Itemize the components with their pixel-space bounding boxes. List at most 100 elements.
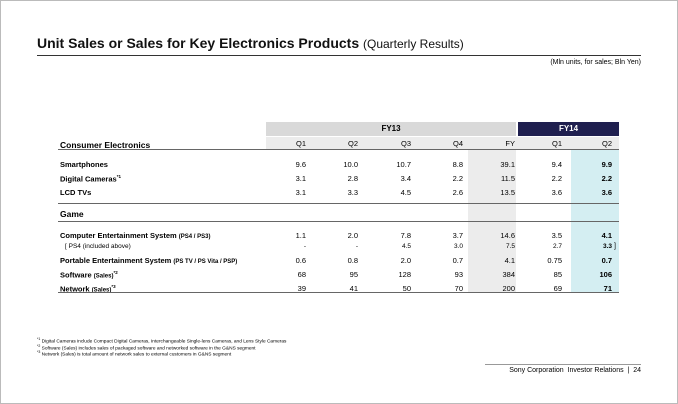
- row-label: Smartphones: [60, 160, 108, 169]
- row-label-text: Network: [60, 284, 90, 294]
- units-note: (Mln units, for sales; Bln Yen): [550, 59, 641, 66]
- cell: 0.75: [547, 256, 562, 265]
- footnote-text: Network (Sales) is total amount of netwo…: [41, 352, 232, 358]
- cell: 106: [599, 270, 612, 279]
- cell: 39.1: [500, 160, 515, 169]
- footnote-mark: *3: [37, 350, 41, 354]
- row-label-text: Portable Entertainment System: [60, 256, 172, 265]
- cell: 0.7: [601, 256, 612, 265]
- cell: 95: [349, 270, 358, 279]
- column-header: Q1: [551, 139, 562, 148]
- cell: 14.6: [500, 231, 515, 240]
- footnote: *1 Digital Cameras include Compact Digit…: [37, 337, 286, 345]
- header-rule: [58, 149, 619, 150]
- row-label-text: [ PS4 (included above): [65, 243, 131, 250]
- footnote: *3 Network (Sales) is total amount of ne…: [37, 350, 231, 358]
- column-header-band: [266, 137, 619, 149]
- cell: 69: [553, 284, 562, 293]
- footnote-text: Software (Sales) includes sales of packa…: [41, 346, 256, 352]
- row-close: ]: [614, 243, 616, 250]
- title-block: Unit Sales or Sales for Key Electronics …: [37, 35, 464, 51]
- cell: 10.0: [343, 160, 358, 169]
- cell: 2.6: [452, 188, 463, 197]
- cell: 128: [398, 270, 411, 279]
- row-qualifier: (PS4 / PS3): [178, 234, 211, 240]
- cell: 3.6: [601, 188, 612, 197]
- section-rule: [58, 203, 619, 204]
- cell: 7.5: [505, 243, 515, 250]
- column-header: Q4: [452, 139, 463, 148]
- title: Unit Sales or Sales for Key Electronics …: [37, 35, 360, 51]
- footer: Sony Corporation Investor Relations | 24: [509, 367, 641, 374]
- cell: 4.5: [401, 243, 411, 250]
- row-label: Computer Entertainment System (PS4 / PS3…: [60, 231, 210, 240]
- cell: 384: [502, 270, 515, 279]
- fy13-band: [266, 122, 516, 136]
- cell: 3.1: [295, 188, 306, 197]
- footnote: *2 Software (Sales) includes sales of pa…: [37, 344, 256, 352]
- cell: 71: [603, 284, 612, 293]
- cell: 200: [502, 284, 515, 293]
- fy14-band: [518, 122, 619, 136]
- page-number: 24: [633, 367, 641, 374]
- row-qualifier: (PS TV / PS Vita / PSP): [173, 259, 238, 265]
- cell: 11.5: [500, 174, 515, 183]
- department: Investor Relations: [567, 367, 624, 374]
- cell: 4.1: [601, 231, 612, 240]
- cell: 3.4: [400, 174, 411, 183]
- cell: 7.8: [400, 231, 411, 240]
- row-label: LCD TVs: [60, 188, 91, 197]
- section-rule: [58, 221, 619, 222]
- row-label: Software (Sales)*2: [60, 270, 118, 280]
- cell: 41: [349, 284, 358, 293]
- column-header: Q3: [400, 139, 411, 148]
- column-header: Q2: [601, 139, 612, 148]
- column-header: Q1: [295, 139, 306, 148]
- row-label-text: LCD TVs: [60, 188, 92, 197]
- cell: 50: [402, 284, 411, 293]
- company: Sony Corporation: [509, 367, 564, 374]
- row-label: Digital Cameras*1: [60, 174, 121, 184]
- footnote-mark: *2: [37, 343, 41, 348]
- cell: 39: [297, 284, 306, 293]
- footnote-ref: *2: [113, 270, 118, 275]
- cell: 0.7: [452, 256, 463, 265]
- fiscal-year: FY13: [381, 124, 401, 133]
- table-bottom-rule: [58, 292, 619, 293]
- cell: 2.8: [347, 174, 358, 183]
- cell: 9.9: [601, 160, 612, 169]
- cell: 0.6: [295, 256, 306, 265]
- cell: -: [355, 243, 358, 250]
- cell: 3.7: [452, 231, 463, 240]
- cell: -: [303, 243, 306, 250]
- row-label: Network (Sales)*3: [60, 284, 116, 294]
- cell: 93: [454, 270, 463, 279]
- cell: 3.3: [602, 243, 612, 250]
- cell: 13.5: [500, 188, 515, 197]
- cell: 3.0: [453, 243, 463, 250]
- cell: 3.1: [295, 174, 306, 183]
- subtitle: (Quarterly Results): [363, 37, 464, 51]
- fiscal-year: FY14: [558, 124, 579, 133]
- cell: 70: [454, 284, 463, 293]
- footnote-mark: *1: [37, 337, 41, 341]
- row-label: [ PS4 (included above): [65, 243, 131, 250]
- cell: 0.8: [347, 256, 358, 265]
- cell: 2.2: [551, 174, 562, 183]
- column-header: Q2: [347, 139, 358, 148]
- cell: 2.7: [552, 243, 562, 250]
- footnote-text: Digital Cameras include Compact Digital …: [41, 339, 287, 345]
- cell: 3.5: [551, 231, 562, 240]
- cell: 2.0: [400, 256, 411, 265]
- cell: 9.6: [295, 160, 306, 169]
- title-rule: [37, 55, 641, 56]
- row-label-text: Digital Cameras: [60, 174, 117, 184]
- cell: 2.2: [601, 174, 612, 183]
- cell: 4.1: [504, 256, 515, 265]
- cell: 3.6: [551, 188, 562, 197]
- row-label: Portable Entertainment System (PS TV / P…: [60, 256, 237, 265]
- row-qualifier: (Sales): [91, 287, 112, 294]
- cell: 3.3: [347, 188, 358, 197]
- row-label-text: Smartphones: [60, 160, 108, 169]
- row-label-text: Software: [60, 270, 92, 280]
